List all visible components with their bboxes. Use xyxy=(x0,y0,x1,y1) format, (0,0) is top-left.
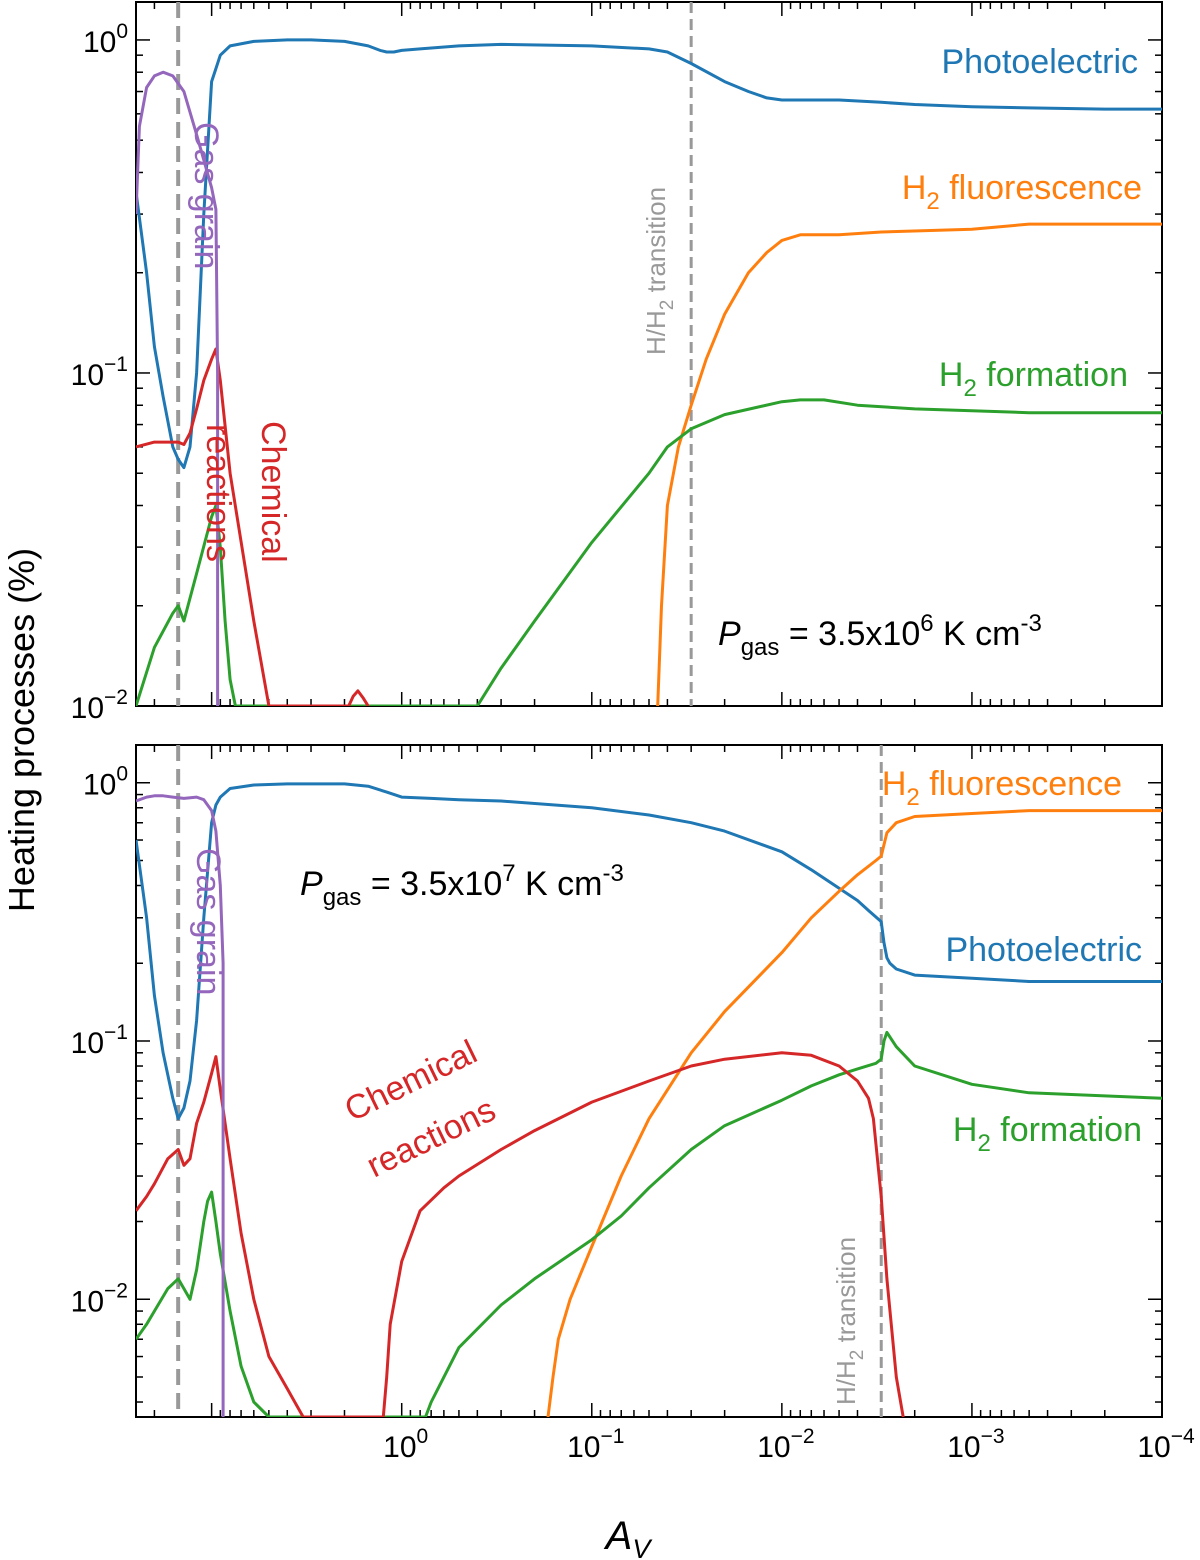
series-line-h2-formation xyxy=(136,398,1162,706)
x-tick-label: 10−3 xyxy=(947,1425,1004,1464)
y-tick-label: 10−2 xyxy=(71,686,128,725)
pressure-label: Pgas = 3.5x107 K cm-3 xyxy=(300,860,624,911)
label-chemical-reactions: Chemical xyxy=(254,421,292,563)
label-h2-fluorescence: H2 fluorescence xyxy=(902,169,1142,215)
y-tick-label: 100 xyxy=(83,763,128,802)
data-layer xyxy=(136,745,1162,1417)
series-line-gas-grain xyxy=(136,70,220,706)
series-line-h2-formation xyxy=(136,1030,1162,1417)
label-chemical-reactions: reactions xyxy=(199,424,237,562)
panel-top: 100 10−1 10−2 H/H2 transition Pgas = 3.5x106… xyxy=(71,1,1163,725)
x-tick-label: 100 xyxy=(383,1425,428,1464)
h-h2-transition-label: H/H2 transition xyxy=(641,187,678,355)
y-tick-label: 10−2 xyxy=(71,1279,128,1318)
pressure-label: Pgas = 3.5x106 K cm-3 xyxy=(718,610,1042,661)
y-tick-label: 10−1 xyxy=(71,1021,128,1060)
label-photoelectric: Photoelectric xyxy=(945,931,1142,969)
series-line-chemical-reactions xyxy=(136,1051,905,1417)
series-line-photoelectric xyxy=(136,38,1162,470)
label-gas-grain: Gas grain xyxy=(187,122,225,269)
h-h2-transition-label: H/H2 transition xyxy=(831,1237,868,1405)
label-photoelectric: Photoelectric xyxy=(941,43,1138,81)
x-tick-label: 10−2 xyxy=(757,1425,814,1464)
series-line-chemical-reactions xyxy=(136,347,370,706)
label-h2-formation: H2 formation xyxy=(953,1111,1142,1157)
y-axis-label: Heating processes (%) xyxy=(1,548,42,912)
data-layer xyxy=(136,2,1162,706)
series-line-gas-grain xyxy=(136,794,225,1417)
series-line-photoelectric xyxy=(136,782,1162,1121)
label-h2-formation: H2 formation xyxy=(939,356,1128,402)
series-line-h2-fluorescence xyxy=(546,809,1162,1417)
y-tick-label: 10−1 xyxy=(71,353,128,392)
x-axis-label: AV xyxy=(604,1514,654,1560)
x-tick-label: 10−1 xyxy=(567,1425,624,1464)
y-tick-label: 100 xyxy=(83,20,128,59)
series-line-h2-fluorescence xyxy=(656,222,1162,706)
label-gas-grain: Gas grain xyxy=(189,848,227,995)
x-tick-label: 10−4 xyxy=(1137,1425,1195,1464)
panel-bottom: 100 10−1 10−2 100 10−1 10−2 10−3 10−4 H/H2 trans… xyxy=(71,744,1195,1464)
label-h2-fluorescence: H2 fluorescence xyxy=(882,765,1122,811)
